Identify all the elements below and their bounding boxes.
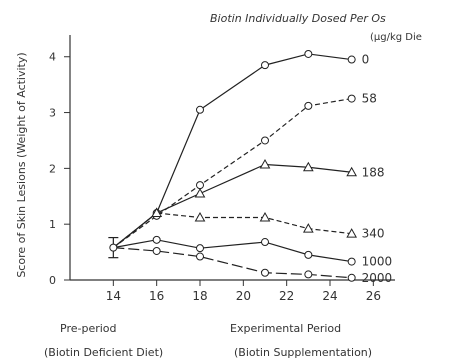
x-label-experimental-2: (Biotin Supplementation) [234, 346, 372, 359]
series-line-58 [112, 98, 352, 249]
data-point-340 [346, 228, 358, 238]
y-tick-label: 3 [49, 107, 56, 120]
data-point-340 [259, 211, 271, 222]
x-tick-label: 24 [322, 289, 337, 303]
series-label-0: 0 [362, 53, 370, 67]
data-point-1000 [347, 257, 356, 266]
data-point-2000 [152, 246, 161, 255]
data-point-340 [194, 211, 206, 222]
y-axis-label: Score of Skin Lesions (Weight of Activit… [15, 52, 28, 277]
data-point-1000 [261, 238, 269, 247]
data-point-340 [151, 207, 163, 218]
series-label-1000: 1000 [362, 255, 393, 269]
data-point-2000 [196, 252, 204, 261]
data-point-2000 [347, 273, 356, 282]
y-tick-label: 1 [49, 218, 56, 231]
data-point-188 [194, 187, 206, 198]
data-point-1000 [152, 235, 161, 244]
data-point-188 [302, 161, 314, 172]
series-label-2000: 2000 [362, 271, 393, 285]
baseline-point [109, 243, 118, 252]
x-tick-label: 16 [149, 289, 164, 303]
series-label-58: 58 [362, 92, 377, 106]
x-tick-label: 18 [192, 289, 207, 303]
data-point-58 [196, 181, 204, 190]
series-line-188 [112, 163, 352, 249]
data-point-188 [259, 158, 271, 169]
series-line-1000 [113, 239, 352, 263]
x-label-preperiod-1: Pre-period [60, 322, 117, 335]
data-point-0 [304, 49, 313, 58]
series-line-2000 [113, 247, 352, 279]
series-label-340: 340 [362, 227, 385, 241]
x-tick-label: 20 [236, 289, 251, 303]
x-tick-label: 26 [366, 289, 381, 303]
y-tick-label: 2 [49, 162, 56, 175]
data-point-0 [196, 105, 204, 114]
x-label-experimental-1: Experimental Period [230, 322, 341, 335]
data-point-58 [304, 101, 313, 110]
x-label-preperiod-2: (Biotin Deficient Diet) [44, 346, 163, 359]
series-label-188: 188 [362, 165, 385, 179]
legend-unit: (µg/kg Die [370, 32, 422, 43]
series-line-340 [112, 212, 352, 249]
y-tick-label: 0 [49, 274, 56, 287]
y-tick-label: 4 [49, 51, 56, 64]
data-point-58 [347, 94, 356, 103]
data-point-1000 [196, 244, 204, 253]
data-point-340 [302, 223, 314, 233]
data-point-0 [261, 61, 269, 70]
x-tick-label: 22 [279, 289, 294, 303]
data-point-1000 [304, 250, 313, 259]
chart-title: Biotin Individually Dosed Per Os [210, 12, 386, 25]
data-point-58 [261, 136, 269, 145]
data-point-188 [346, 166, 358, 177]
x-tick-label: 14 [106, 289, 121, 303]
data-point-2000 [304, 270, 313, 279]
data-point-0 [347, 55, 356, 64]
data-point-2000 [261, 268, 269, 277]
